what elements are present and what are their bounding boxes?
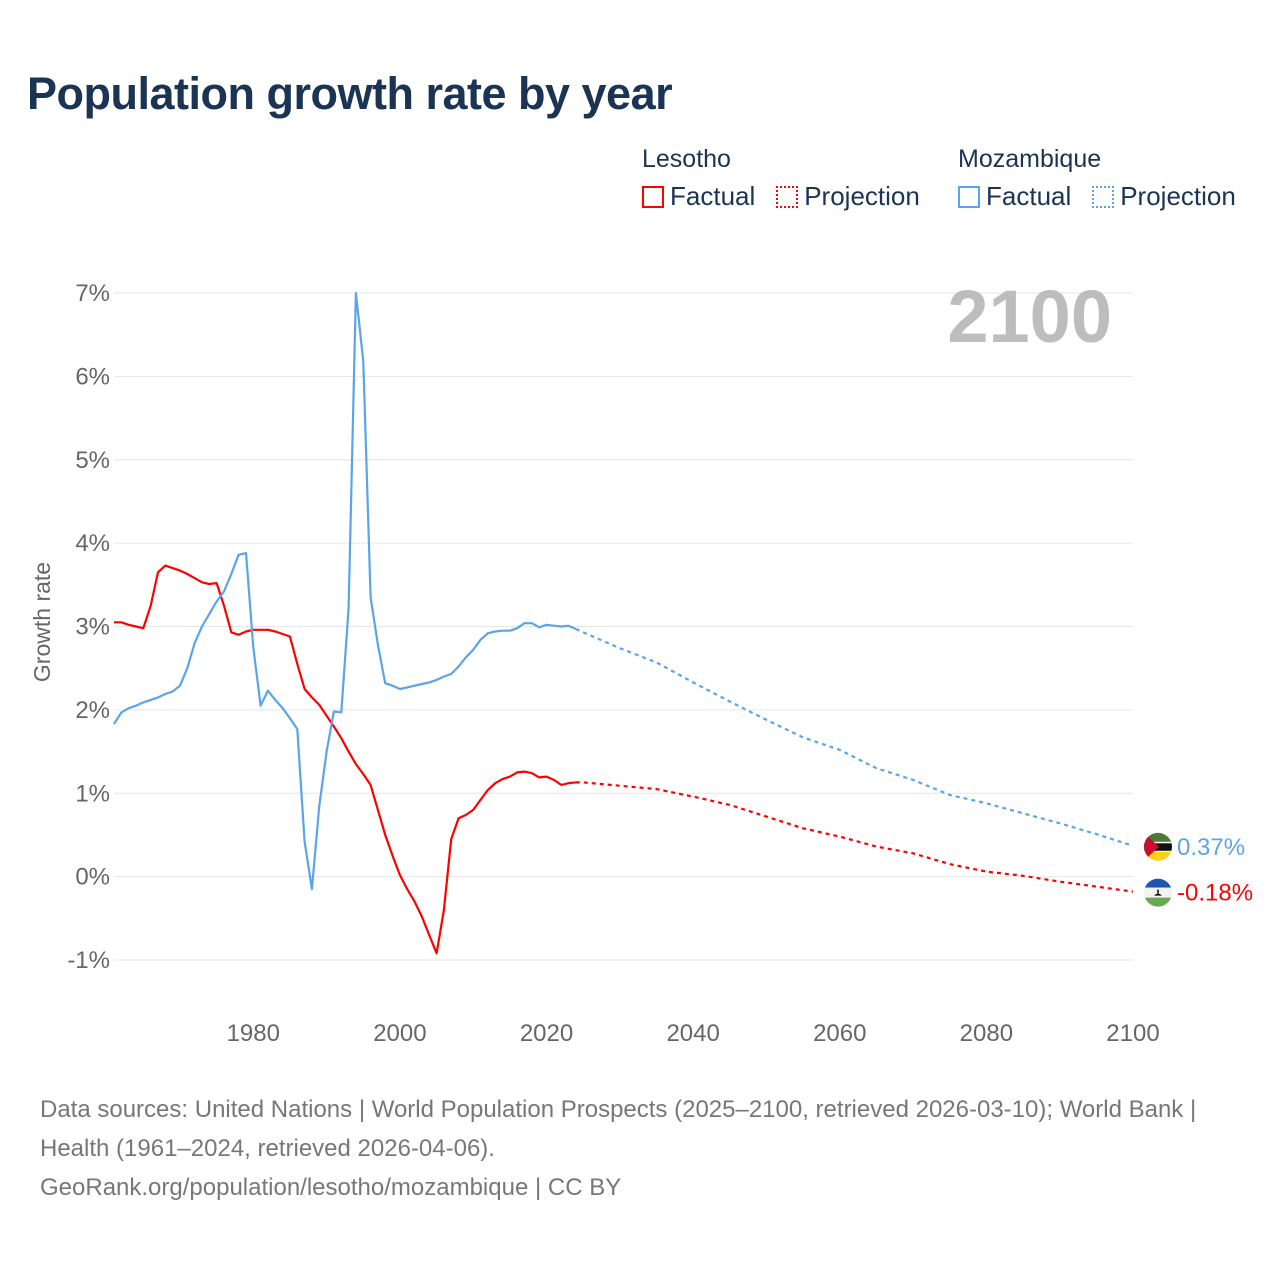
legend-swatch-solid	[958, 185, 980, 208]
legend-label: Factual	[670, 181, 756, 211]
x-tick-label: 2040	[666, 1020, 719, 1047]
mozambique-flag-icon	[1144, 832, 1172, 861]
lesotho-projection-line[interactable]	[575, 781, 1134, 893]
y-axis-title: Growth rate	[29, 562, 55, 682]
x-tick-label: 2080	[960, 1020, 1013, 1047]
legend-label: Projection	[804, 181, 920, 211]
x-tick-label: 2100	[1106, 1020, 1159, 1047]
chart-title: Population growth rate by year	[27, 68, 673, 119]
y-tick-label: 1%	[75, 780, 110, 807]
legend-swatch-dotted	[1092, 185, 1115, 208]
legend-lesotho-factual[interactable]: Factual	[642, 181, 755, 212]
line-chart: -1% 0% 1% 2% 3% 4% 5% 6% 7% 1980 2000 2020 2040 2060 2…	[29, 275, 1253, 1047]
y-tick-label: 0%	[75, 864, 110, 891]
legend-swatch-solid	[642, 185, 664, 208]
legend-mozambique-projection[interactable]: Projection	[1092, 181, 1236, 212]
y-tick-label: 3%	[75, 614, 110, 641]
lesotho-flag-icon	[1144, 878, 1172, 907]
legend-group-lesotho: Lesotho Factual Projection	[642, 145, 934, 215]
source-link[interactable]: GeoRank.org/population/lesotho/mozambiqu…	[40, 1174, 622, 1201]
end-value-label: 0.37%	[1177, 834, 1245, 861]
current-year-label: 2100	[947, 275, 1112, 358]
y-tick-label: 2%	[75, 697, 110, 724]
y-tick-label: 5%	[75, 447, 110, 474]
x-tick-label: 2060	[813, 1020, 866, 1047]
legend-lesotho-projection[interactable]: Projection	[776, 181, 920, 212]
legend-group-mozambique: Mozambique Factual Projection	[958, 145, 1236, 215]
mozambique-factual-line[interactable]	[113, 291, 577, 891]
legend-group-name: Lesotho	[642, 145, 731, 173]
legend-swatch-dotted	[776, 185, 799, 208]
legend-group-name: Mozambique	[958, 145, 1102, 173]
x-tick-label: 2020	[520, 1020, 573, 1047]
lesotho-factual-line[interactable]	[114, 564, 576, 955]
x-tick-label: 1980	[227, 1020, 280, 1047]
end-value-label: -0.18%	[1177, 880, 1253, 907]
y-tick-label: 6%	[75, 363, 110, 390]
y-tick-label: -1%	[67, 947, 110, 974]
mozambique-projection-line[interactable]	[575, 627, 1134, 847]
legend-mozambique-factual[interactable]: Factual	[958, 181, 1071, 212]
y-tick-label: 4%	[75, 530, 110, 557]
y-tick-label: 7%	[75, 280, 110, 307]
x-tick-label: 2000	[373, 1020, 426, 1047]
legend-label: Projection	[1120, 181, 1236, 211]
legend-label: Factual	[986, 181, 1072, 211]
source-text: Data sources: United Nations | World Pop…	[40, 1096, 1197, 1162]
source-note: Data sources: United Nations | World Pop…	[40, 1090, 1240, 1207]
